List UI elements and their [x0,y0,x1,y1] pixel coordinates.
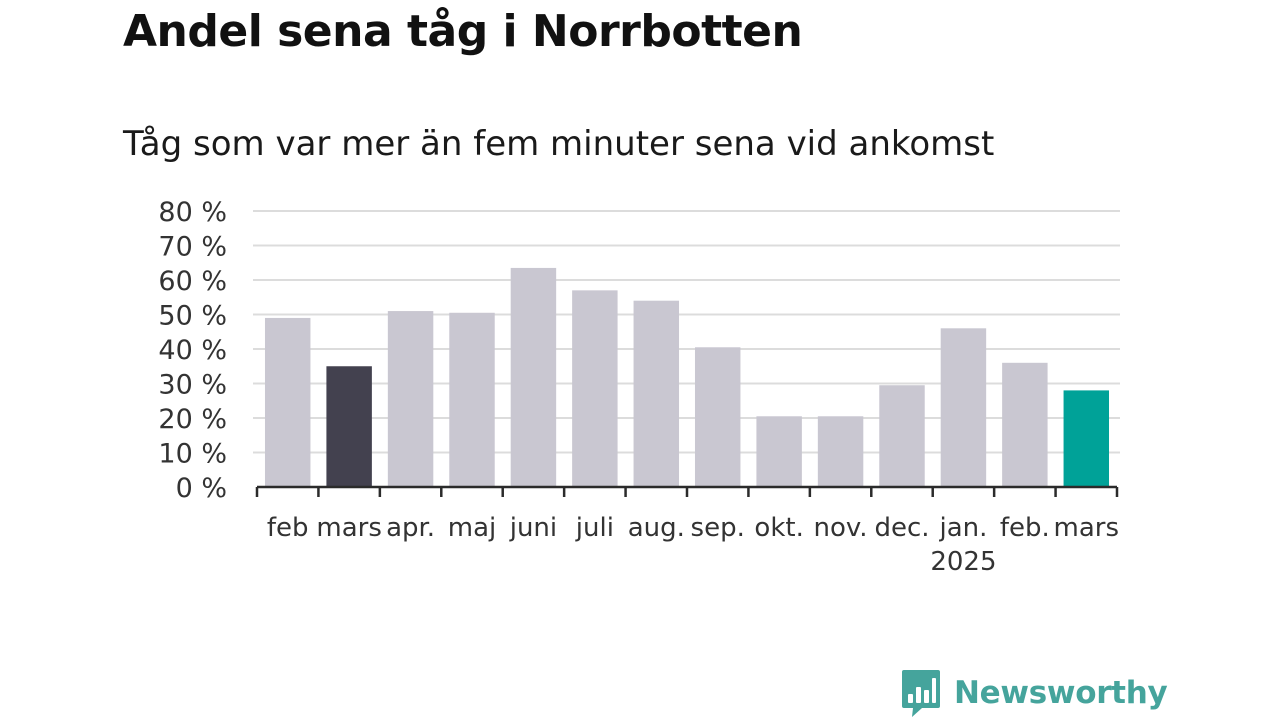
x-tick-label: apr. [386,513,435,543]
brand-name: Newsworthy [954,675,1168,711]
bar-12 [940,328,987,487]
x-tick-label: juli [575,513,614,543]
x-axis-tick-labels: feb mars apr. maj juni juli aug. sep. okt. nov. de… [267,513,1119,577]
x-year-label: 2025 [930,547,996,577]
x-tick-label: okt. [754,513,803,543]
bar-13 [1002,362,1048,487]
bar-1 [264,317,311,487]
x-tick-label: juni [509,513,557,543]
bar-14 [1063,390,1110,487]
y-tick-label: 10 % [158,439,227,470]
x-tick-label: dec. [874,513,929,543]
bar-3 [387,311,434,487]
bars [264,267,1110,487]
y-axis-tick-labels: 0 %10 % 20 %30 % 40 %50 % 60 %70 % 80 % [158,197,227,504]
y-tick-label: 60 % [158,266,227,297]
x-tick-label: nov. [814,513,868,543]
x-tick-label: feb [267,513,309,543]
y-tick-label: 70 % [158,232,227,263]
x-tick-label: sep. [691,513,745,543]
y-tick-label: 80 % [158,197,227,228]
bar-2 [326,366,372,487]
x-tick-label: jan. [938,513,987,543]
bar-7 [633,300,680,487]
bar-10 [817,416,864,487]
y-tick-label: 0 % [176,473,227,504]
newsworthy-logo: Newsworthy [900,668,1168,718]
bar-6 [572,290,618,487]
chart-title: Andel sena tåg i Norrbotten [123,6,803,57]
x-tick-label: feb. [1000,513,1050,543]
x-axis [255,485,1119,497]
y-tick-label: 40 % [158,335,227,366]
bar-5 [510,267,557,487]
y-tick-label: 50 % [158,301,227,332]
bar-11 [879,385,925,487]
bar-chart: 0 %10 %20 %30 %40 %50 %60 %70 %80 % feb m… [158,197,1120,577]
x-tick-label: aug. [628,513,685,543]
y-tick-label: 20 % [158,404,227,435]
y-tick-label: 30 % [158,370,227,401]
bar-9 [756,416,802,487]
bar-4 [449,312,495,487]
chart-subtitle: Tåg som var mer än fem minuter sena vid … [123,124,995,164]
x-tick-label: mars [316,513,382,543]
grid-lines [253,210,1120,454]
bar-8 [694,347,741,487]
x-tick-label: mars [1054,513,1120,543]
x-tick-label: maj [448,513,496,543]
bar-chart-speech-bubble-icon [902,670,940,717]
